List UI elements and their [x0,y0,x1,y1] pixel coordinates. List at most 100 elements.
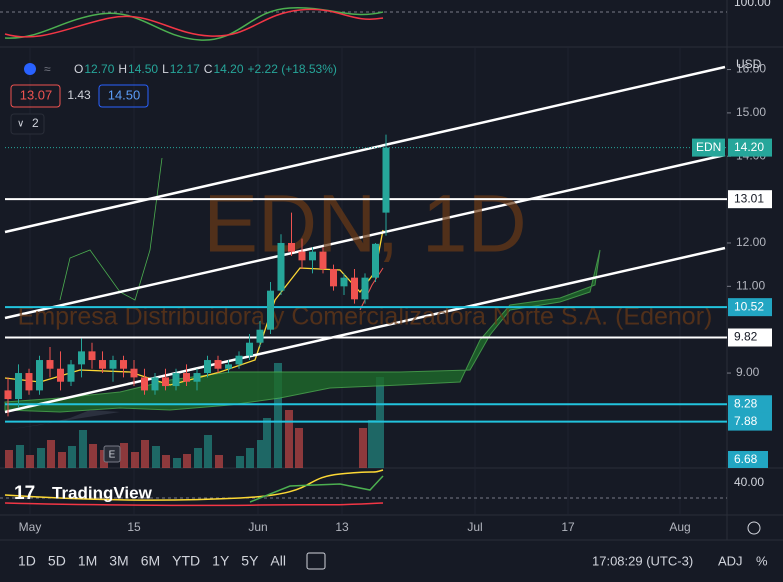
x-tick-label: Jun [248,520,267,534]
indicators-toggle[interactable] [10,113,45,135]
x-tick-label: 17 [561,520,575,534]
clock: 17:08:29 (UTC-3) [592,553,693,568]
range-button[interactable]: 1D [18,553,36,569]
osc-line [4,469,384,501]
candle-body [15,373,22,400]
adj[interactable]: ADJ [718,553,743,568]
x-tick-label: 13 [335,520,349,534]
level-label: 13.01 [734,191,764,205]
candle-body [235,355,243,365]
y-tick-label: 12.00 [736,235,766,249]
candle-body [246,342,253,356]
sell-price[interactable]: 13.07 [20,87,53,102]
candle-body [361,277,369,300]
indicator-count[interactable]: 2 [32,116,39,130]
level-label: 8.28 [734,396,758,410]
candle-body [99,360,106,369]
candle-body [225,364,232,369]
logo-mark: 17 [14,483,35,504]
last-price-tag [728,138,772,157]
percent[interactable]: % [756,553,768,568]
candle-body [183,373,190,382]
range-button[interactable]: 5Y [241,553,259,569]
buy-button[interactable] [98,84,149,108]
logo: TradingView [52,483,153,502]
toolbar: 1D 5D 1M 3M 6M YTD 1Y 5Y All [18,553,286,569]
level-tag [728,412,772,431]
level-tag [728,298,772,317]
ohlc-value: 12.17 [170,62,200,76]
low-label: 6.68 [734,452,758,466]
candle-body [277,242,285,291]
candle-body [88,351,96,361]
candle-body [309,251,316,261]
ohlc-key: H [118,62,127,76]
level-tag [728,190,772,209]
candle-body [67,364,75,382]
ohlc-key: L [162,62,169,76]
ohlc: O 12.70 H 14.50 L 12.17 C 14.20 +2.22 (+18.53%) [74,62,337,76]
sell-button[interactable] [10,84,61,108]
candle-body [382,147,390,213]
symbol-icon[interactable] [24,63,36,75]
date-range-icon[interactable] [306,552,326,570]
spread: 1.43 [67,88,91,102]
ohlc-key: O [74,62,83,76]
osc-line [4,502,384,507]
last-price-label: 14.20 [734,140,764,154]
last-name: EDN [696,140,721,154]
candle-body [214,360,222,369]
range-button[interactable]: 6M [141,553,160,569]
candle-body [340,277,348,287]
candle-body [36,360,43,391]
watermark-symbol: EDN, 1D [203,179,527,270]
x-tick-label: 15 [127,520,141,534]
events-letter[interactable]: E [109,450,116,461]
osc-label: 40.00 [734,475,764,489]
range-button[interactable]: 1Y [212,553,230,569]
currency[interactable]: USD [736,57,762,71]
y-tick-label: 16.00 [736,62,766,76]
buy-price[interactable]: 14.50 [108,87,141,102]
y-tick-label: 11.00 [736,279,765,293]
range-button[interactable]: 5D [48,553,66,569]
level-tag [728,328,772,347]
candle-body [351,277,358,300]
range-button[interactable]: 1M [78,553,97,569]
candle-body [298,251,306,261]
candle-body [78,351,85,365]
range-button[interactable]: All [270,553,286,569]
candle-body [4,390,12,400]
candle-body [172,373,180,387]
candle-body [25,373,33,391]
candle-body [120,360,127,369]
compare-icon[interactable]: ≈ [44,62,51,76]
plot: 16.0015.0014.0012.0011.009.0013.0110.529… [4,62,772,534]
level-tag [728,395,772,414]
settings-icon[interactable] [747,521,761,535]
ohlc-value: 14.20 [213,62,243,76]
events-icon[interactable] [103,445,121,463]
chevron[interactable]: ∨ [17,119,24,130]
last-name-tag [692,138,725,157]
ohlc-value: 14.50 [128,62,158,76]
level-label: 7.88 [734,414,758,428]
range-button[interactable]: YTD [172,553,200,569]
range-button[interactable]: 3M [109,553,128,569]
x-tick-label: May [19,520,42,534]
ohlc-key: C [204,62,213,76]
y-tick-label: 9.00 [736,365,760,379]
candle-body [141,377,148,391]
candle-body [267,290,274,330]
low-tag [728,451,768,468]
candle-body [204,360,211,374]
x-tick-label: Jul [467,520,482,534]
channel [4,65,726,414]
panes [0,0,783,541]
candle-body [109,360,117,369]
candle-body [319,251,327,269]
candle-body [288,242,295,252]
y-tick-label: 15.00 [736,105,766,119]
level-label: 9.82 [734,330,758,344]
